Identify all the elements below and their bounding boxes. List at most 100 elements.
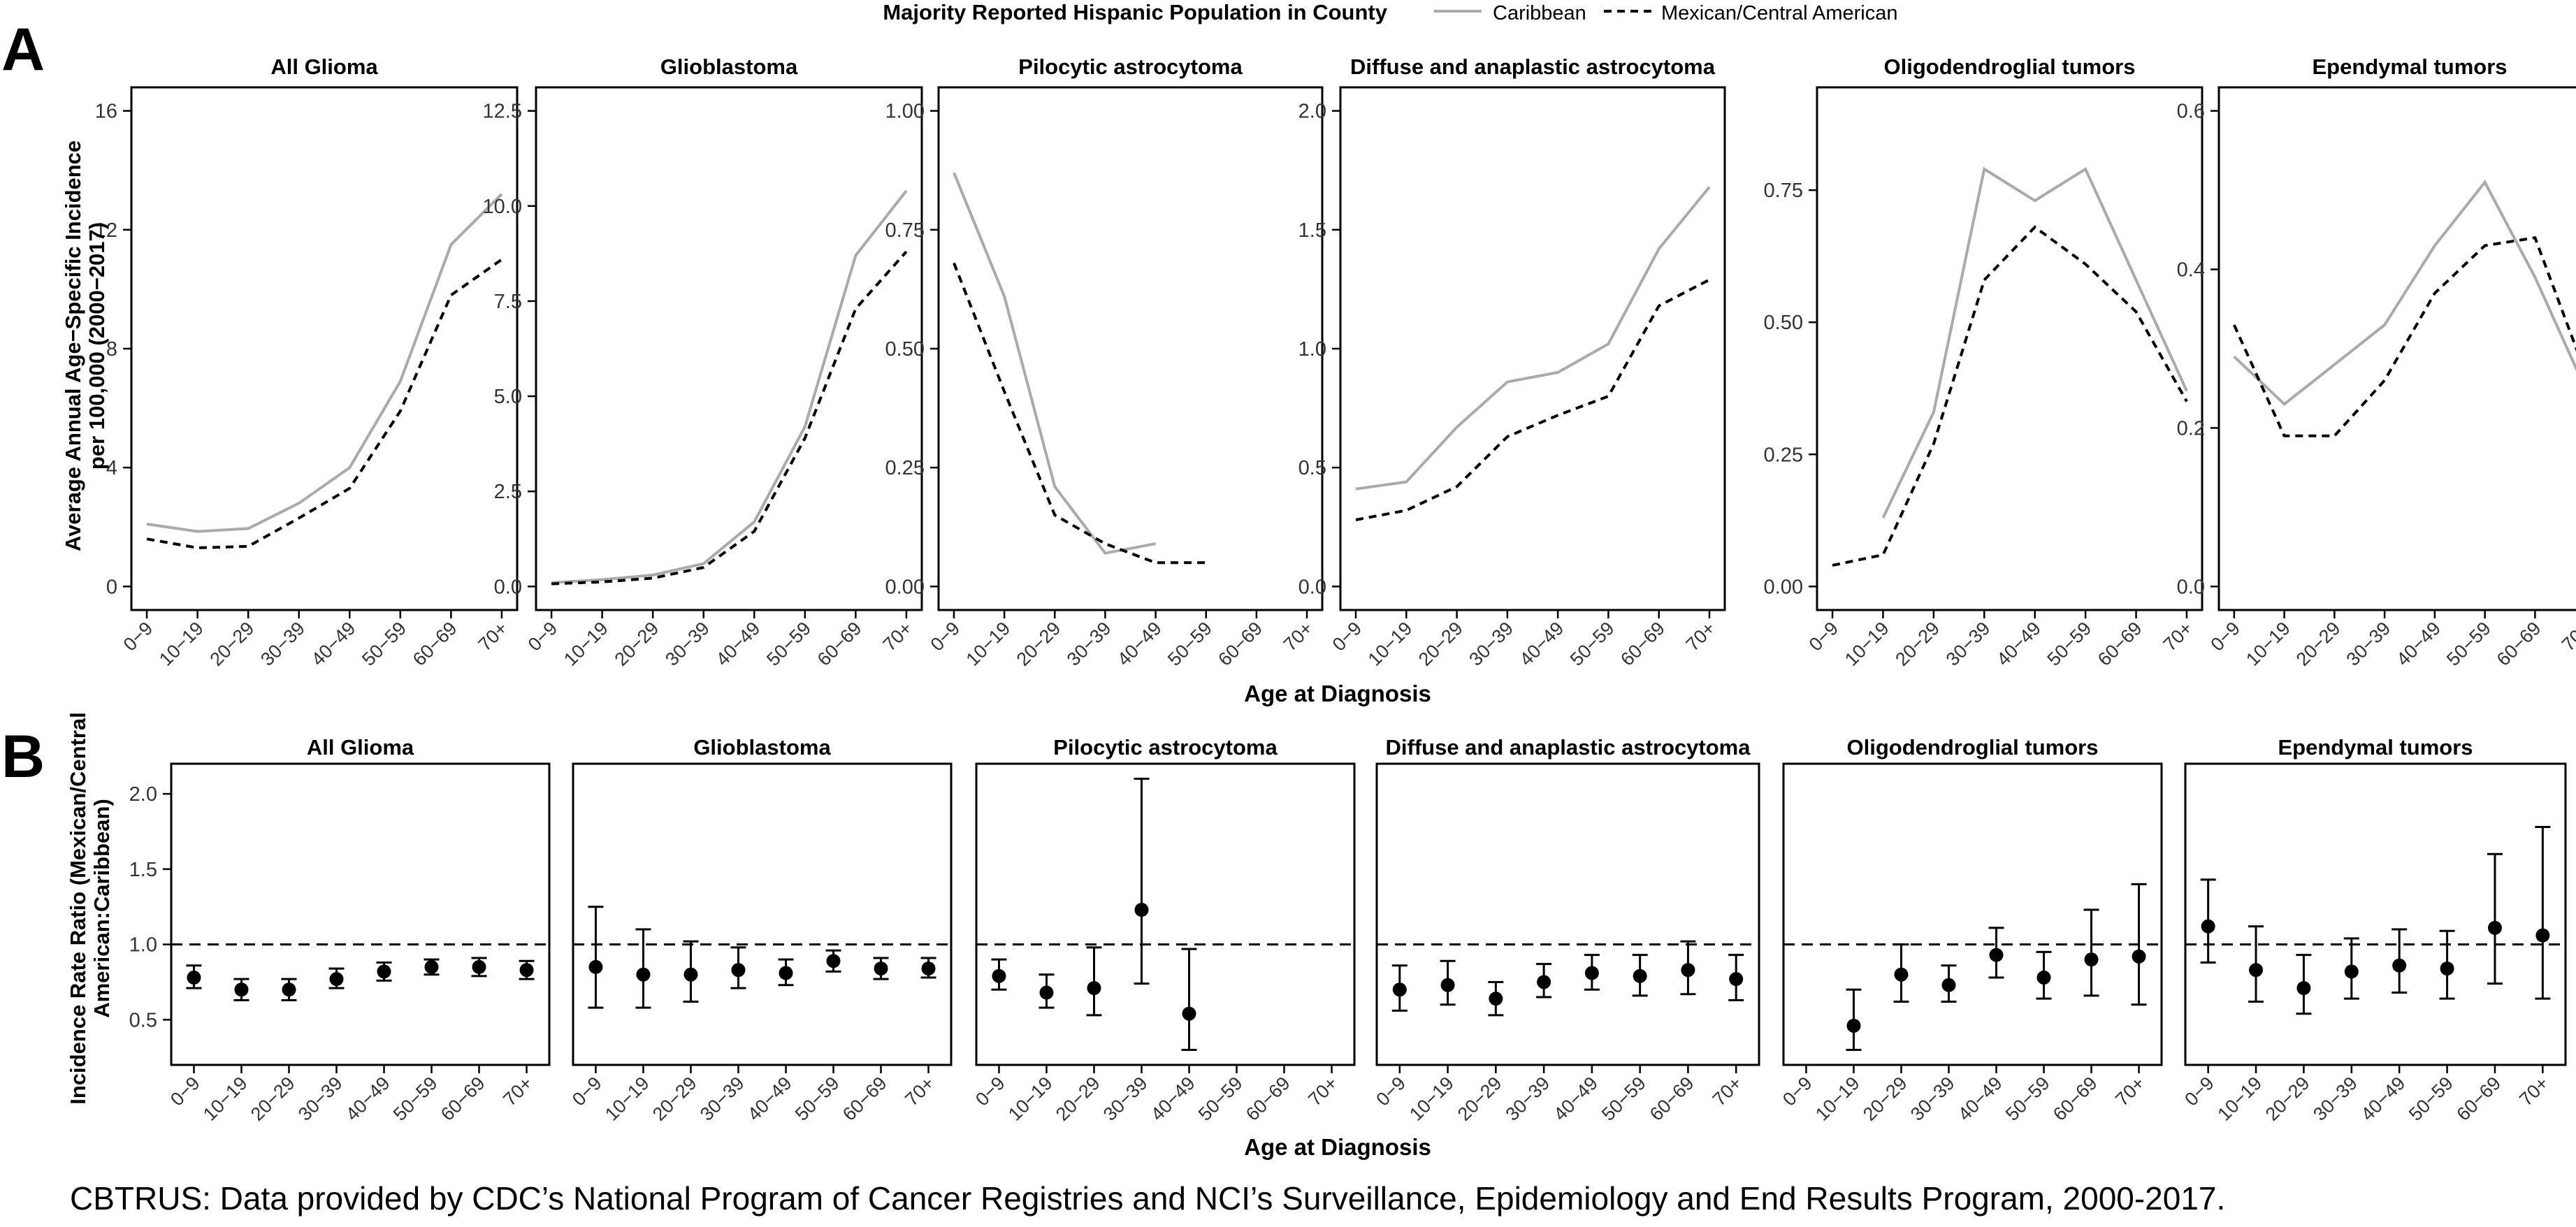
source-caption: CBTRUS: Data provided by CDC’s National … xyxy=(70,1180,2226,1217)
panel-label-a: A xyxy=(1,16,45,83)
x-tick-label: 30−39 xyxy=(2343,618,2395,670)
y-tick-label: 0.4 xyxy=(2177,259,2205,282)
y-tick-label: 0.50 xyxy=(885,338,925,361)
y-tick-label: 0.0 xyxy=(494,576,522,598)
x-tick-label: 60−69 xyxy=(1646,1073,1698,1125)
x-tick-label: 20−29 xyxy=(1891,618,1944,670)
point-marker xyxy=(1392,982,1407,997)
ratio-point xyxy=(2392,928,2408,994)
point-marker xyxy=(731,963,746,978)
point-marker xyxy=(1489,992,1503,1006)
x-tick-label: 0−9 xyxy=(1372,1073,1410,1110)
ratio-point xyxy=(683,940,699,1003)
y-tick-label: 0.0 xyxy=(2177,576,2205,598)
legend: Majority Reported Hispanic Population in… xyxy=(883,0,1897,24)
point-marker xyxy=(1729,972,1744,987)
plot-frame xyxy=(572,762,953,1066)
x-tick-label: 60−69 xyxy=(839,1073,891,1125)
point-marker xyxy=(282,982,296,997)
y-tick-label: 0.50 xyxy=(1764,312,1803,334)
plot-frame xyxy=(170,762,551,1066)
ratio-point xyxy=(1846,988,1862,1051)
x-tick-label: 60−69 xyxy=(437,1073,489,1125)
facet-glioblastoma: Glioblastoma 0.0 2.5 5.0 7.5 10.0 12.5 0−910−19… xyxy=(483,55,923,670)
point-marker xyxy=(588,959,603,974)
series-line-mexican-central-american xyxy=(953,262,1206,565)
ratio-point xyxy=(519,959,535,980)
ratio-point xyxy=(991,958,1007,991)
x-tick-label: 60−69 xyxy=(2049,1073,2101,1125)
series-line-caribbean xyxy=(2233,180,2576,407)
point-marker xyxy=(1681,963,1695,978)
plot-frame xyxy=(1375,762,1760,1066)
facet-diffuse-and-anaplastic-astrocytoma: Diffuse and anaplastic astrocytoma 0.0 0.5… xyxy=(1298,55,1726,670)
facet-title: All Glioma xyxy=(270,55,378,79)
ratio-point xyxy=(2343,937,2359,1000)
y-tick-label: 0.5 xyxy=(129,1009,157,1031)
y-tick-label: 1.5 xyxy=(129,859,157,881)
x-tick-label: 0−9 xyxy=(120,618,157,655)
point-marker xyxy=(1989,948,2004,962)
x-tick-label: 50−59 xyxy=(1598,1073,1650,1125)
ratio-point xyxy=(424,958,440,976)
point-marker xyxy=(2344,964,2359,979)
x-tick-label: 0−9 xyxy=(1329,618,1366,655)
plot-frame xyxy=(535,86,923,611)
facet-title: Glioblastoma xyxy=(660,55,798,79)
series-line-caribbean xyxy=(1355,186,1711,491)
point-marker xyxy=(2487,920,2502,935)
point-marker xyxy=(683,967,698,982)
x-tick-label: 10−19 xyxy=(601,1073,653,1125)
series-line-mexican-central-american xyxy=(146,258,503,550)
series-line-mexican-central-american xyxy=(1355,278,1710,521)
facet-title: Oligodendroglial tumors xyxy=(1884,55,2136,79)
ratio-point xyxy=(1391,964,1408,1012)
x-tick-label: 0−9 xyxy=(2206,618,2244,655)
ratio-point xyxy=(2036,950,2052,1000)
x-tick-label: 10−19 xyxy=(155,618,208,670)
x-tick-label: 0−9 xyxy=(2180,1073,2218,1110)
x-tick-label: 30−39 xyxy=(1465,618,1517,670)
y-tick-label: 16 xyxy=(95,101,117,123)
ratio-point xyxy=(1632,954,1648,997)
x-tick-label: 30−39 xyxy=(1502,1073,1554,1125)
facet-ependymal-tumors: Ependymal tumors 0.0 0.2 0.4 0.6 0−910−1920−2… xyxy=(2177,55,2576,670)
legend-title: Majority Reported Hispanic Population in… xyxy=(883,0,1387,24)
x-tick-label: 70+ xyxy=(499,1073,537,1110)
ratio-point xyxy=(1893,943,1909,1003)
x-tick-label: 0−9 xyxy=(927,618,964,655)
plot-frame xyxy=(1816,86,2204,611)
x-tick-label: 10−19 xyxy=(1811,1073,1864,1125)
x-tick-label: 40−49 xyxy=(744,1073,796,1125)
y-tick-label: 1.0 xyxy=(129,934,157,957)
x-tick-label: 0−9 xyxy=(971,1073,1009,1110)
point-marker xyxy=(874,961,888,976)
point-marker xyxy=(2392,958,2407,973)
ratio-point xyxy=(2487,852,2503,985)
ratio-point xyxy=(825,949,841,973)
point-marker xyxy=(1941,978,1956,992)
facet-title: Oligodendroglial tumors xyxy=(1847,735,2099,760)
point-marker xyxy=(2440,961,2454,976)
panel-b: All Glioma0.51.01.52.00−910−1920−2930−39… xyxy=(66,712,2567,1160)
x-tick-label: 70+ xyxy=(2558,618,2576,655)
x-tick-label: 0−9 xyxy=(1805,618,1843,655)
point-marker xyxy=(2201,919,2215,934)
point-marker xyxy=(2132,949,2146,964)
x-tick-label: 0−9 xyxy=(166,1073,204,1110)
x-tick-label: 20−29 xyxy=(247,1073,299,1125)
x-tick-label: 70+ xyxy=(1682,618,1720,655)
x-tick-label: 30−39 xyxy=(1099,1073,1152,1125)
plot-frame xyxy=(2184,762,2567,1066)
y-tick-label: 0 xyxy=(106,576,117,598)
x-tick-label: 30−39 xyxy=(1063,618,1115,670)
legend-label-mexican: Mexican/Central American xyxy=(1661,2,1897,24)
y-tick-label: 7.5 xyxy=(494,291,522,313)
point-marker xyxy=(2084,952,2099,967)
x-tick-label: 60−69 xyxy=(1214,618,1266,670)
facet-title: Ependymal tumors xyxy=(2278,735,2473,760)
x-tick-label: 0−9 xyxy=(1779,1073,1816,1110)
plot-frame xyxy=(2217,86,2576,611)
y-tick-label: 0.25 xyxy=(885,457,925,479)
point-marker xyxy=(921,961,936,976)
